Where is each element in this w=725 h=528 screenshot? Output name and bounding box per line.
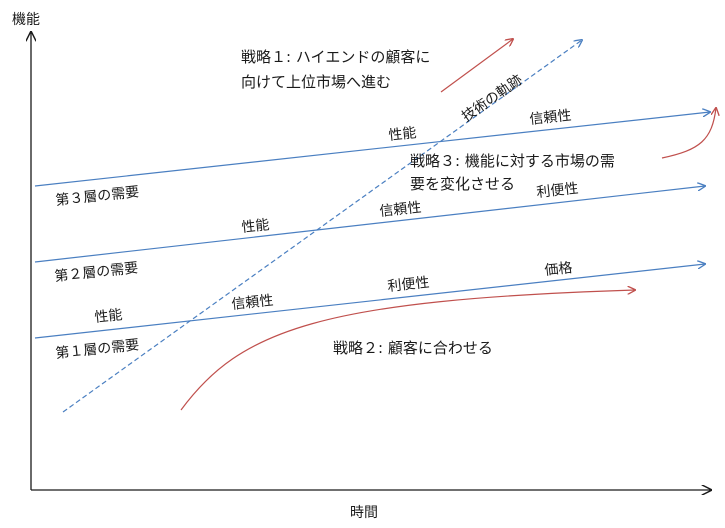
tier-1-attr-convenience: 利便性 <box>387 275 430 295</box>
tier-1-label: 第１層の需要 <box>55 336 140 362</box>
tier-1-attr-reliability: 信頼性 <box>231 293 274 313</box>
tier-1-attr-price: 価格 <box>544 260 574 279</box>
strategy-3-label-line-2: 要を変化させる <box>410 175 515 193</box>
strategy-2-label: 戦略２: 顧客に合わせる <box>333 339 493 357</box>
strategy-3-arrow <box>661 108 716 159</box>
strategy-3-label-line-1: 戦略３: 機能に対する市場の需 <box>410 152 615 170</box>
tier-2-attr-convenience: 利便性 <box>536 181 579 201</box>
y-axis-label: 機能 <box>12 12 40 28</box>
tier-3-attr-performance: 性能 <box>388 125 418 144</box>
tier-2-attr-reliability: 信頼性 <box>379 200 422 220</box>
x-axis-label: 時間 <box>350 505 378 521</box>
strategy-2-arrow <box>180 290 635 411</box>
strategy-1-label-line-1: 戦略１: ハイエンドの顧客に <box>241 48 430 66</box>
tier-2-attr-performance: 性能 <box>241 217 271 236</box>
tier-2-demand-line <box>34 186 705 263</box>
tier-2-label: 第２層の需要 <box>54 259 139 285</box>
technology-trajectory-label: 技術の軌跡 <box>459 72 526 125</box>
tier-1-demand-line <box>34 264 705 339</box>
tier-3-attr-reliability: 信頼性 <box>529 108 572 128</box>
tier-3-label: 第３層の需要 <box>55 183 140 209</box>
strategy-1-arrow <box>440 39 513 93</box>
tier-1-attr-performance: 性能 <box>94 307 124 326</box>
technology-trajectory-line <box>62 40 582 413</box>
tier-3-demand-line <box>34 112 710 187</box>
strategy-1-label-line-2: 向けて上位市場へ進む <box>241 73 391 91</box>
